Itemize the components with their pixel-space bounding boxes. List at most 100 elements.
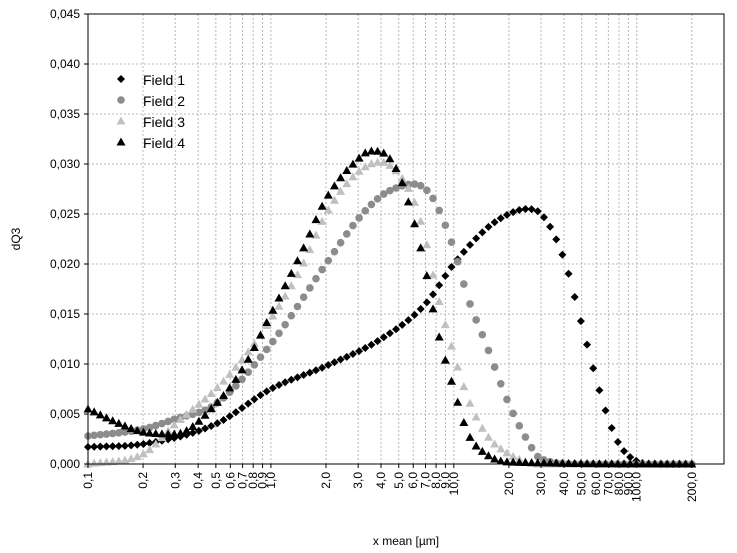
data-point xyxy=(299,371,308,380)
data-point xyxy=(447,376,457,385)
data-point xyxy=(397,178,407,187)
data-point xyxy=(188,404,198,413)
data-point xyxy=(416,181,425,190)
data-point xyxy=(515,206,524,215)
x-tick-label: 2,0 xyxy=(319,472,333,489)
data-point xyxy=(447,263,456,272)
data-point xyxy=(398,320,407,329)
data-point xyxy=(348,350,357,359)
data-point xyxy=(557,458,567,467)
data-point xyxy=(472,234,481,243)
x-tick-label: 0,2 xyxy=(136,472,150,489)
data-point xyxy=(379,190,388,198)
data-point xyxy=(120,441,129,450)
data-point xyxy=(428,270,438,279)
data-point xyxy=(515,422,524,430)
plot-frame xyxy=(87,13,725,465)
legend-marker xyxy=(116,116,126,125)
x-tick-label: 60,0 xyxy=(589,472,603,496)
data-point xyxy=(631,459,641,468)
data-point xyxy=(502,210,511,219)
data-point xyxy=(121,428,129,436)
series-4 xyxy=(83,146,697,468)
data-point xyxy=(564,458,574,467)
data-point xyxy=(293,302,302,311)
x-tick-label: 0,9 xyxy=(256,472,270,489)
data-point xyxy=(249,338,259,347)
data-point xyxy=(120,421,130,430)
data-point xyxy=(588,459,598,468)
y-axis-title: dQ3 xyxy=(9,227,23,250)
data-point xyxy=(175,414,185,423)
data-point xyxy=(355,214,363,222)
data-point xyxy=(477,423,487,432)
data-point xyxy=(546,222,555,231)
data-point xyxy=(108,442,117,451)
data-point xyxy=(262,387,271,396)
data-point xyxy=(607,459,617,468)
data-point xyxy=(225,383,235,392)
data-point xyxy=(132,452,142,461)
data-point xyxy=(349,221,357,230)
x-tick-label: 9,0 xyxy=(438,472,452,489)
data-point xyxy=(620,447,629,456)
data-point xyxy=(95,410,105,419)
data-point xyxy=(558,250,567,259)
y-tick-label: 0,035 xyxy=(50,107,80,121)
data-point xyxy=(447,238,456,246)
data-point xyxy=(681,459,691,468)
data-point xyxy=(157,429,167,438)
data-point xyxy=(139,439,148,448)
data-point xyxy=(250,360,259,369)
data-point xyxy=(231,374,241,383)
x-tick-label: 7,0 xyxy=(418,472,432,489)
data-point xyxy=(459,247,468,256)
data-point xyxy=(274,381,283,390)
data-point xyxy=(496,456,506,465)
data-point xyxy=(638,459,648,468)
data-point xyxy=(200,410,210,419)
data-point xyxy=(391,164,401,173)
data-point xyxy=(502,457,512,466)
legend-item: Field 2 xyxy=(117,93,185,109)
data-point xyxy=(545,458,555,467)
data-point xyxy=(219,376,229,385)
x-tick-label: 90,0 xyxy=(621,472,635,496)
data-point xyxy=(403,183,413,192)
data-point xyxy=(280,281,290,290)
x-tick-label: 1,0 xyxy=(264,472,278,489)
data-point xyxy=(521,433,530,441)
data-point xyxy=(145,445,155,454)
data-point xyxy=(90,431,98,440)
data-point xyxy=(299,243,309,252)
data-point xyxy=(256,330,266,339)
data-point xyxy=(212,382,222,391)
data-point xyxy=(373,337,382,346)
data-point xyxy=(101,413,111,422)
data-point xyxy=(447,341,457,350)
data-point xyxy=(521,205,530,214)
data-point xyxy=(478,330,487,339)
data-point xyxy=(397,173,407,182)
x-tick-label: 5,0 xyxy=(392,472,406,489)
data-point xyxy=(274,301,284,310)
data-point xyxy=(404,316,413,325)
data-point xyxy=(422,240,432,249)
series-1 xyxy=(84,205,696,468)
data-point xyxy=(336,238,345,247)
x-tick-label: 100,0 xyxy=(630,472,644,502)
x-tick-label: 8,0 xyxy=(429,472,443,489)
data-point xyxy=(138,449,148,458)
data-point xyxy=(200,394,210,403)
data-point xyxy=(238,403,247,412)
data-point xyxy=(539,213,548,222)
data-point xyxy=(583,340,592,349)
data-point xyxy=(465,398,475,407)
data-point xyxy=(483,432,493,441)
data-point xyxy=(158,419,166,428)
data-point xyxy=(268,305,278,314)
data-point xyxy=(268,384,277,393)
y-tick-label: 0,030 xyxy=(50,157,80,171)
data-point xyxy=(386,186,394,195)
